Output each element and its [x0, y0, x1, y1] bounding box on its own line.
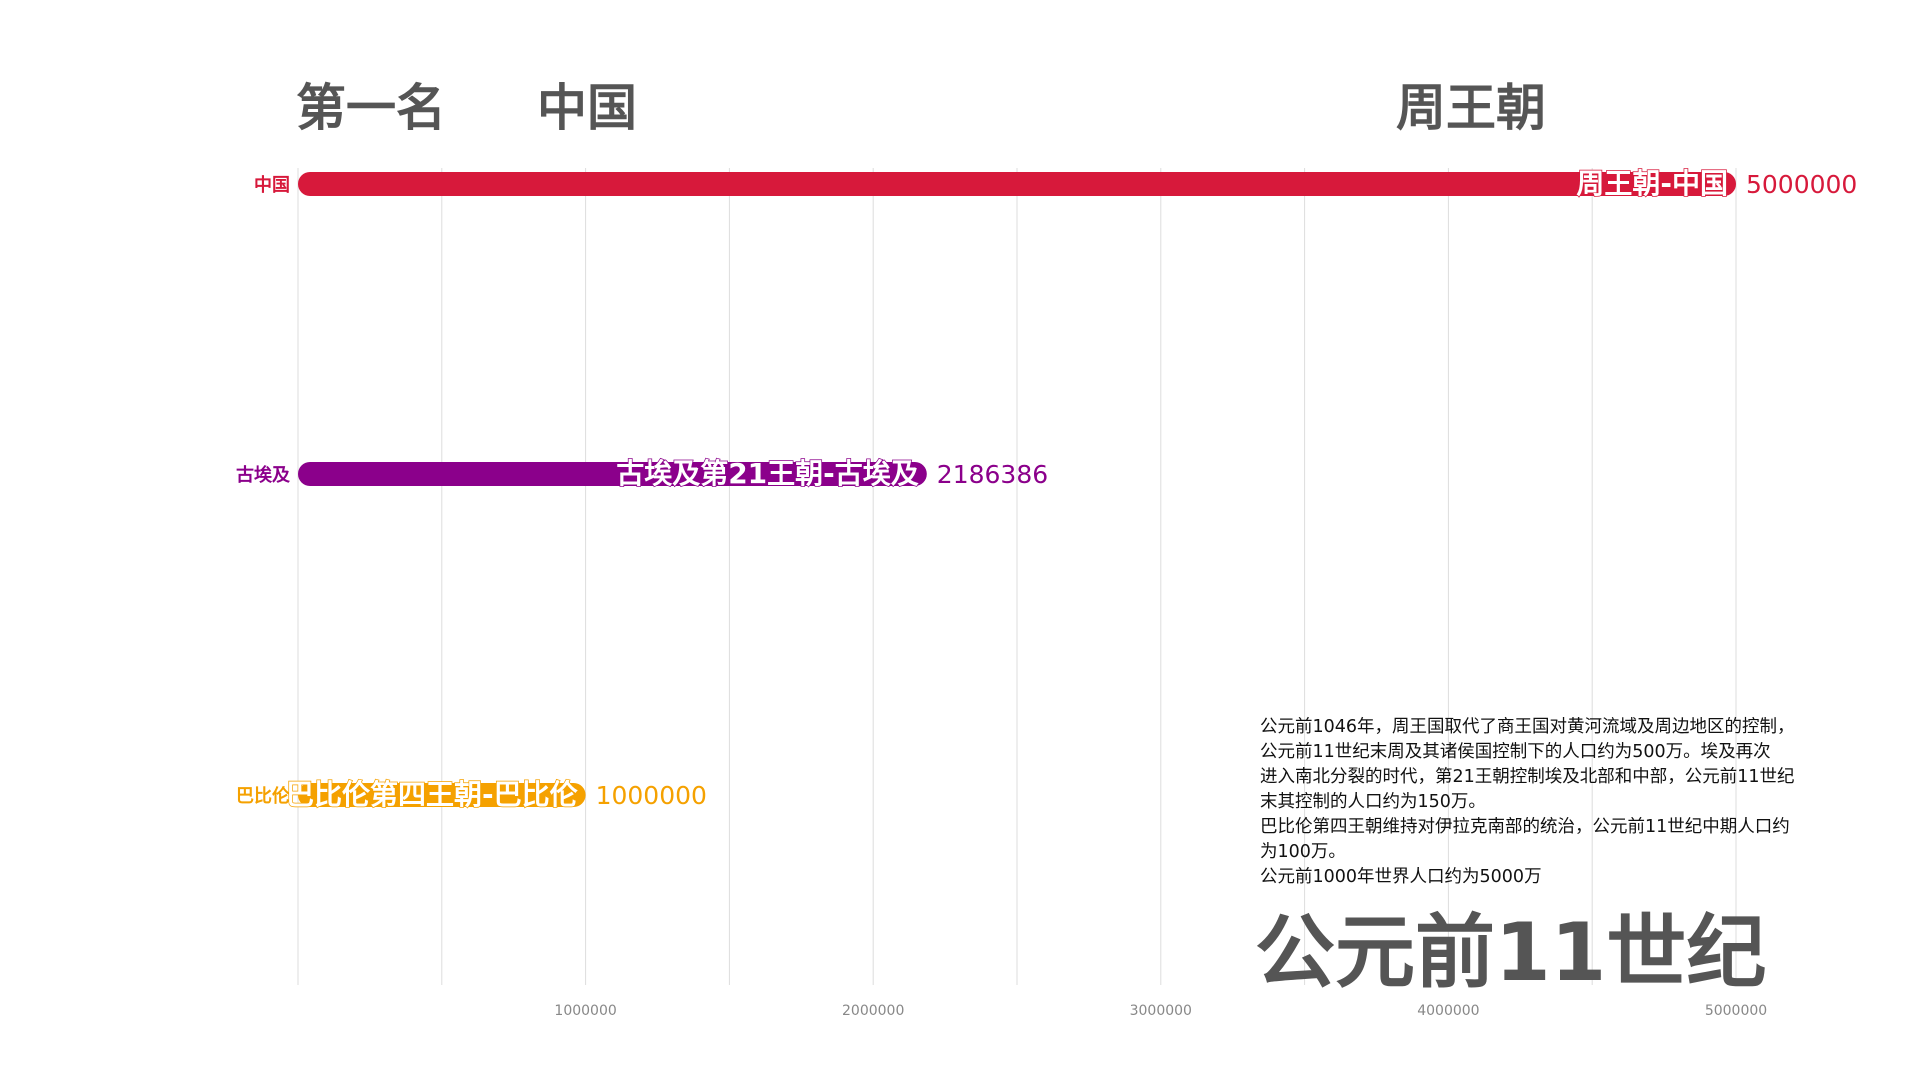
bar: [298, 783, 586, 807]
rank-label: 第一名: [296, 79, 446, 137]
category-label: 巴比伦: [236, 785, 291, 807]
description-text: 公元前1046年，周王国取代了商王国对黄河流域及周边地区的控制， 公元前11世纪…: [1260, 715, 1860, 890]
bar: [298, 172, 1736, 196]
bar-label: 周王朝-中国: [1576, 167, 1728, 200]
description-line: 公元前11世纪末周及其诸侯国控制下的人口约为500万。埃及再次: [1260, 742, 1771, 762]
bar-label: 巴比伦第四王朝-巴比伦: [286, 778, 579, 811]
description-line: 公元前1046年，周王国取代了商王国对黄河流域及周边地区的控制，: [1260, 717, 1795, 737]
x-tick-label: 5000000: [1705, 1003, 1767, 1019]
value-label: 1000000: [596, 781, 707, 810]
description-line: 为100万。: [1260, 842, 1346, 862]
bar: [298, 462, 927, 486]
description-line: 巴比伦第四王朝维持对伊拉克南部的统治，公元前11世纪中期人口约: [1260, 817, 1790, 837]
value-label: 2186386: [937, 460, 1048, 489]
category-label: 古埃及: [236, 464, 291, 486]
category-label: 中国: [254, 174, 290, 196]
description-line: 末其控制的人口约为150万。: [1260, 792, 1486, 812]
era-label: 公元前11世纪: [1255, 906, 1767, 999]
x-tick-label: 3000000: [1130, 1003, 1192, 1019]
x-tick-label: 2000000: [842, 1003, 904, 1019]
value-label: 5000000: [1746, 170, 1857, 199]
x-tick-label: 4000000: [1417, 1003, 1479, 1019]
leader-dynasty: 周王朝: [1396, 79, 1546, 137]
x-tick-label: 1000000: [554, 1003, 616, 1019]
leader-name: 中国: [537, 79, 637, 137]
bar-label: 古埃及第21王朝-古埃及: [616, 457, 919, 490]
description-line: 公元前1000年世界人口约为5000万: [1260, 867, 1542, 887]
description-line: 进入南北分裂的时代，第21王朝控制埃及北部和中部，公元前11世纪: [1260, 767, 1795, 787]
